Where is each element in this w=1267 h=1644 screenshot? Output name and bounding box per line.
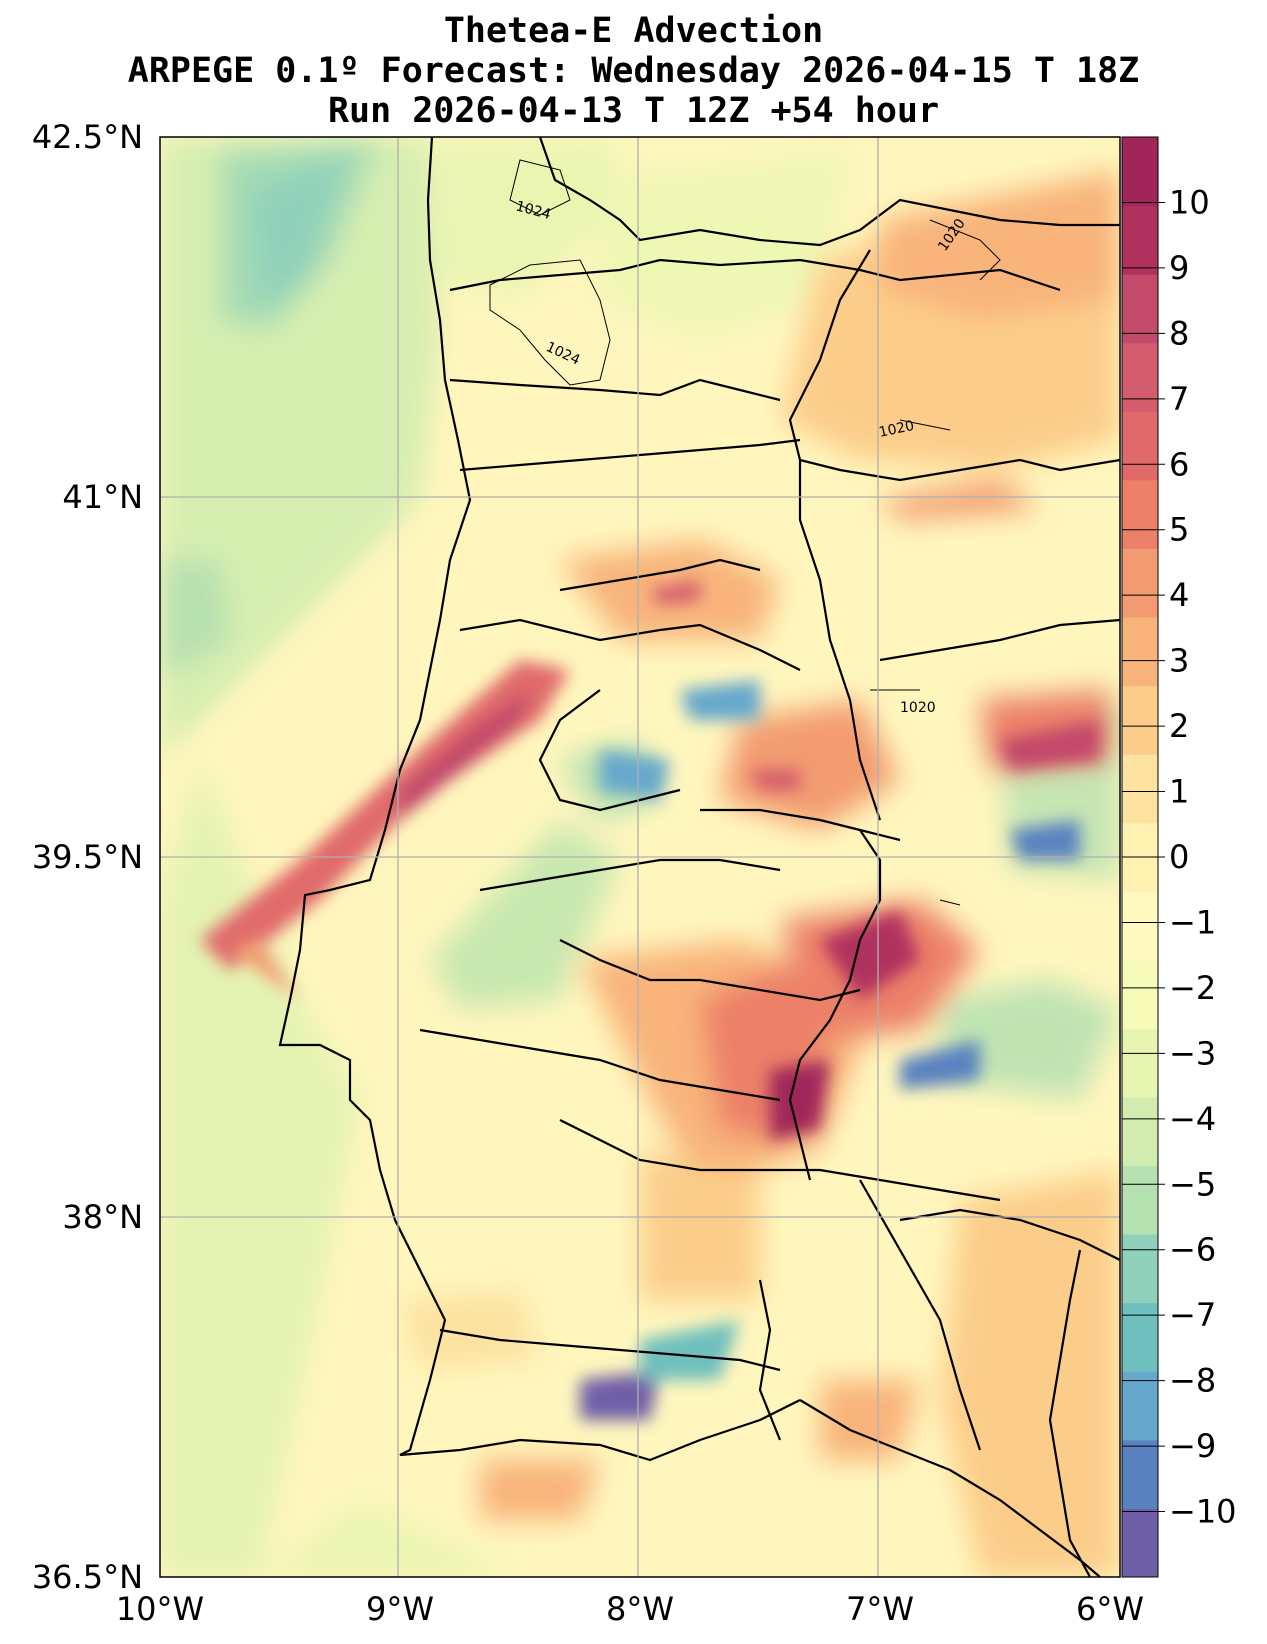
gridlines [160,137,1120,1577]
lon-label: 8°W [606,1590,674,1628]
colorbar-segment [1122,137,1158,207]
colorbar-segment [1122,1028,1158,1098]
colorbar-tick-label: −5 [1169,1165,1216,1203]
colorbar-segment [1122,891,1158,961]
chart-title-line3: Run 2026-04-13 T 12Z +54 hour [327,91,940,131]
colorbar-segment [1122,754,1158,824]
lon-label: 9°W [366,1590,434,1628]
colorbar-tick-label: 4 [1169,576,1189,614]
colorbar-tick-label: 5 [1169,511,1189,549]
coastlines-and-borders [278,137,1120,1577]
colorbar-segment [1122,548,1158,618]
colorbar-tick-label: 0 [1169,838,1189,876]
colorbar-segment [1122,411,1158,481]
colorbar-tick-label: −7 [1169,1296,1216,1334]
map-frame [159,136,1121,1578]
colorbar-tick-label: 10 [1169,183,1210,221]
isobar-label: 1020 [900,700,936,716]
isobar-lines [489,159,1001,906]
colorbar-tick-label: 9 [1169,249,1189,287]
chart-title-line2: ARPEGE 0.1º Forecast: Wednesday 2026-04-… [127,51,1140,91]
colorbar-segment [1122,1302,1158,1372]
latitude-labels: 42.5°N 41°N 39.5°N 38°N 36.5°N [32,118,143,1596]
colorbar-segment [1122,1097,1158,1167]
chart-title-line1: Thetea-E Advection [443,11,824,51]
lat-label: 42.5°N [32,118,143,156]
colorbar-tick-label: −2 [1169,969,1216,1007]
lat-label: 39.5°N [32,838,143,876]
colorbar-segment [1122,1439,1158,1509]
colorbar-tick-label: −9 [1169,1427,1216,1465]
colorbar-tick-label: 7 [1169,380,1189,418]
theta-e-field [160,137,1120,1577]
colorbar-segment [1122,685,1158,755]
lon-label: 7°W [846,1590,914,1628]
colorbar-segment [1122,617,1158,687]
colorbar-tick-label: 8 [1169,314,1189,352]
colorbar-tick-label: 3 [1169,642,1189,680]
colorbar-tick-label: −8 [1169,1362,1216,1400]
colorbar-segment [1122,1371,1158,1441]
colorbar-segment [1122,342,1158,412]
lat-label: 36.5°N [32,1558,143,1596]
colorbar-segment [1122,205,1158,275]
colorbar-tick-label: −4 [1169,1100,1216,1138]
colorbar-segment [1122,479,1158,549]
colorbar-segment [1122,959,1158,1029]
lat-label: 41°N [62,478,143,516]
lon-label: 6°W [1076,1590,1144,1628]
colorbar-segment [1122,1165,1158,1235]
colorbar-tick-label: −1 [1169,903,1216,941]
longitude-labels: 10°W 9°W 8°W 7°W 6°W [116,1590,1144,1628]
isobar-label: 1020 [878,418,916,441]
colorbar-tick-label: −6 [1169,1231,1216,1269]
colorbar-segment [1122,274,1158,344]
colorbar-segment [1122,1508,1158,1578]
colorbar-tick-label: 2 [1169,707,1189,745]
colorbar-tick-label: −3 [1169,1034,1216,1072]
lon-label: 10°W [116,1590,204,1628]
colorbar-tick-label: −10 [1169,1493,1237,1531]
colorbar-tick-label: 6 [1169,445,1189,483]
lat-label: 38°N [62,1198,143,1236]
colorbar-tick-label: 1 [1169,773,1189,811]
colorbar-segment [1122,1234,1158,1304]
